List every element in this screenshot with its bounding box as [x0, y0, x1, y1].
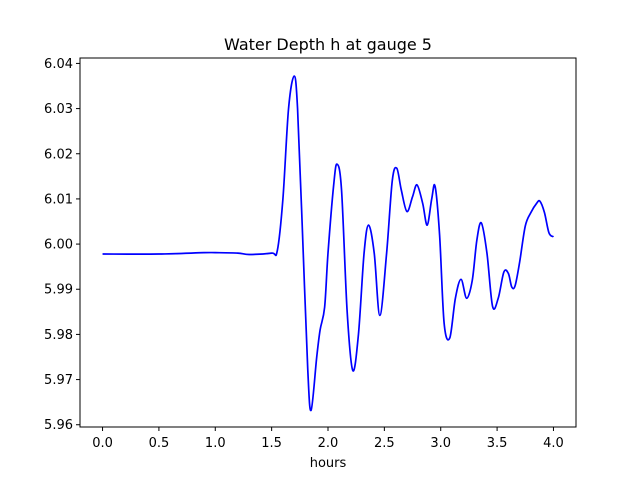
x-tick-label: 4.0	[543, 436, 564, 451]
y-tick-label: 5.97	[44, 373, 73, 388]
y-tick-label: 6.01	[44, 192, 73, 207]
y-tick-label: 6.04	[44, 57, 73, 72]
x-tick-label: 2.0	[318, 436, 339, 451]
y-tick-label: 6.00	[44, 238, 73, 253]
x-tick-label: 2.5	[374, 436, 395, 451]
x-tick-label: 3.5	[487, 436, 508, 451]
y-tick-label: 6.03	[44, 102, 73, 117]
x-tick-label: 0.5	[149, 436, 170, 451]
x-tick-label: 1.5	[261, 436, 282, 451]
x-axis-label: hours	[310, 456, 347, 471]
x-axis: 0.0 0.5 1.0 1.5 2.0 2.5 3.0 3.5 4.0	[92, 427, 564, 451]
y-tick-label: 5.98	[44, 328, 73, 343]
chart-title: Water Depth h at gauge 5	[224, 35, 432, 54]
y-axis: 5.96 5.97 5.98 5.99 6.00 6.01 6.02 6.03 6.04	[44, 57, 80, 433]
x-tick-label: 3.0	[430, 436, 451, 451]
x-tick-label: 1.0	[205, 436, 226, 451]
y-tick-label: 6.02	[44, 147, 73, 162]
series-line	[102, 75, 555, 412]
x-tick-label: 0.0	[92, 436, 113, 451]
y-tick-label: 5.99	[44, 283, 73, 298]
y-tick-label: 5.96	[44, 418, 73, 433]
